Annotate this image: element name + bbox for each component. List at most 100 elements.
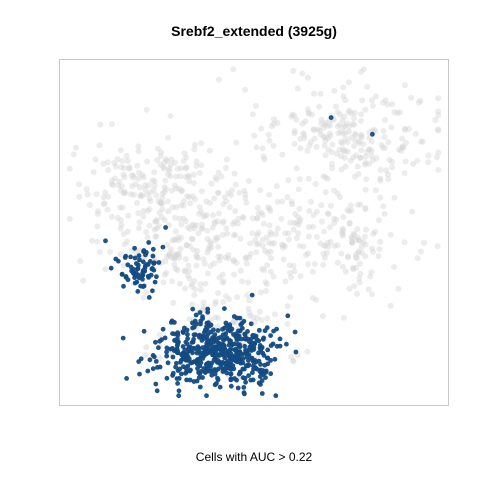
background-cell-point [227,192,234,199]
background-cell-point [345,109,352,116]
background-cell-point [168,250,175,257]
background-cell-point [345,253,352,260]
highlighted-cell-point [198,333,203,339]
background-cell-point [356,140,363,147]
background-cell-point [165,134,172,141]
background-cell-point [121,188,128,195]
highlighted-cell-point [150,366,156,372]
background-cell-point [357,201,364,208]
background-cell-point [342,163,349,170]
background-cell-point [177,245,184,252]
highlighted-cell-point [232,341,238,347]
background-cell-point [220,278,227,285]
background-cell-point [244,292,251,299]
background-cell-point [309,295,316,301]
background-cell-point [272,311,278,318]
background-cell-point [344,148,351,155]
highlighted-cell-point [243,347,248,353]
background-cell-point [144,234,151,241]
background-cell-point [258,317,265,323]
background-cell-point [198,188,205,195]
background-cell-point [151,169,158,176]
background-cell-point [240,215,247,221]
background-cell-point [352,130,359,137]
highlighted-cell-point [153,359,159,364]
background-cell-point [357,133,364,140]
background-cell-point [231,170,238,177]
background-cell-point [369,102,376,109]
background-cell-point [363,149,370,156]
background-cell-point [380,99,387,106]
background-cell-point [171,159,178,166]
background-cell-point [358,249,365,256]
background-cell-point [358,147,365,154]
background-cell-point [132,181,139,188]
background-cell-point [282,243,288,250]
background-cell-point [300,130,307,137]
background-cell-point [77,258,84,264]
background-cell-point [254,232,261,239]
background-cell-point [362,233,368,240]
highlighted-cell-point [157,364,163,370]
background-cell-point [166,252,173,259]
background-cell-point [159,206,166,213]
background-cell-point [414,157,421,164]
background-cell-point [219,271,226,278]
background-cell-point [339,263,346,270]
highlighted-cell-point [135,289,141,294]
background-cell-point [223,198,230,205]
background-cell-point [196,210,203,217]
background-cell-point [212,174,219,181]
background-cell-point [304,147,311,154]
background-cell-point [101,200,108,207]
background-cell-point [306,224,312,230]
background-cell-point [367,273,374,280]
background-cell-point [295,186,302,193]
highlighted-cell-point [256,327,262,333]
background-cell-point [200,213,207,220]
background-cell-point [89,237,95,244]
background-cell-point [190,180,197,186]
background-cell-point [339,229,346,236]
highlighted-cell-point [219,360,225,366]
background-cell-point [157,200,164,206]
background-cell-point [370,230,377,237]
highlighted-cell-point [152,279,158,285]
background-cell-point [143,344,150,351]
background-cell-point [160,279,167,286]
background-cell-point [100,160,107,167]
highlighted-cell-point [263,375,268,380]
background-cell-point [223,293,230,300]
background-cell-point [355,234,361,241]
background-cell-point [355,138,362,145]
background-cell-point [247,312,254,319]
background-cell-point [185,172,192,179]
background-cell-point [164,157,171,164]
background-cell-point [352,173,358,180]
background-cell-point [208,180,215,187]
background-cell-point [355,171,362,177]
background-cell-point [157,161,164,168]
background-cell-point [391,263,398,270]
highlighted-cell-point [228,383,234,389]
highlighted-cell-point [150,253,156,259]
background-cell-point [166,251,173,258]
background-cell-point [162,156,169,163]
background-cell-point [287,219,294,226]
background-cell-point [171,256,178,263]
background-cell-point [267,248,274,255]
background-cell-point [245,178,252,184]
background-cell-point [353,236,360,243]
background-cell-point [137,193,144,200]
background-cell-point [182,256,189,263]
background-cell-point [346,128,353,135]
background-cell-point [310,223,317,230]
background-cell-point [371,126,378,133]
background-cell-point [146,195,153,202]
background-cell-point [124,228,131,235]
background-cell-point [145,182,152,189]
highlighted-cell-point [268,333,273,338]
background-cell-point [125,212,132,219]
background-cell-point [156,354,163,361]
background-cell-point [285,236,292,243]
